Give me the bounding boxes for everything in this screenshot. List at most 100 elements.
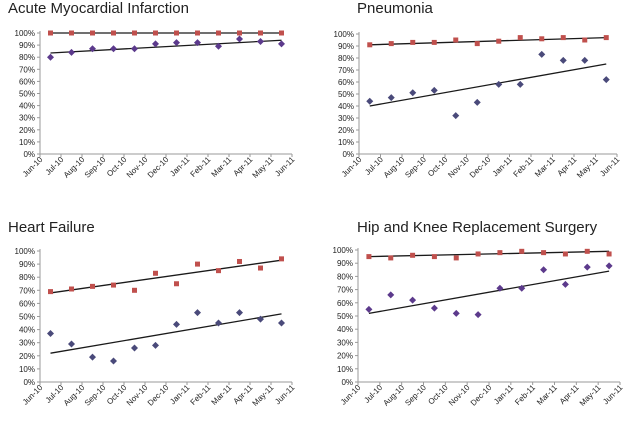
- data-point-diamond: [605, 262, 613, 270]
- data-point-diamond: [278, 319, 285, 327]
- y-tick-label: 90%: [19, 41, 35, 50]
- y-tick-label: 30%: [337, 338, 353, 347]
- y-tick-label: 30%: [338, 114, 354, 123]
- data-point-diamond: [538, 50, 546, 58]
- data-point-diamond: [152, 341, 159, 349]
- y-tick-label: 100%: [333, 246, 353, 255]
- data-point-diamond: [430, 304, 438, 312]
- y-tick-label: 20%: [337, 352, 353, 361]
- data-point-square: [475, 251, 481, 257]
- y-tick-label: 100%: [334, 30, 354, 39]
- data-point-diamond: [496, 284, 504, 292]
- data-point-diamond: [473, 98, 481, 106]
- chart-title: Hip and Knee Replacement Surgery: [357, 219, 598, 236]
- data-point-square: [453, 255, 459, 261]
- y-tick-label: 60%: [338, 78, 354, 87]
- y-tick-label: 0%: [23, 150, 35, 159]
- data-point-square: [258, 30, 263, 36]
- data-point-diamond: [409, 296, 417, 304]
- x-tick-label: May-11: [575, 155, 600, 180]
- data-point-square: [111, 282, 116, 288]
- y-tick-label: 80%: [338, 54, 354, 63]
- chart-panel-1: Acute Myocardial Infarction 0% 10% 20% 30% 40…: [8, 0, 297, 180]
- y-tick-label: 40%: [338, 102, 354, 111]
- trendline: [369, 36, 607, 46]
- x-tick-label: Feb-11: [512, 155, 536, 179]
- data-point-diamond: [215, 42, 222, 50]
- data-point-diamond: [110, 357, 117, 365]
- data-point-diamond: [257, 37, 264, 45]
- data-point-diamond: [602, 76, 610, 84]
- data-point-square: [388, 41, 394, 47]
- y-tick-label: 40%: [19, 102, 35, 111]
- data-point-square: [453, 37, 459, 43]
- x-tick-label: Feb-11: [513, 383, 537, 407]
- x-tick-label: Sep-10: [83, 383, 108, 408]
- data-point-square: [539, 36, 545, 42]
- data-point-square: [111, 30, 116, 36]
- x-tick-label: Jan-11: [492, 383, 516, 407]
- data-point-square: [174, 281, 179, 287]
- x-tick-label: May-11: [251, 383, 276, 408]
- y-tick-label: 10%: [19, 365, 35, 374]
- data-point-diamond: [89, 353, 96, 361]
- y-tick-label: 80%: [19, 53, 35, 62]
- y-tick-label: 20%: [19, 352, 35, 361]
- data-point-diamond: [559, 56, 567, 64]
- data-point-square: [216, 30, 221, 36]
- trendline: [50, 39, 282, 54]
- series-2: [365, 262, 613, 319]
- data-point-diamond: [236, 309, 243, 317]
- data-point-square: [153, 270, 158, 276]
- data-point-square: [410, 252, 416, 258]
- series-1: [48, 256, 284, 295]
- chart-panel-4: Hip and Knee Replacement Surgery 0% 10% 20%…: [333, 219, 625, 408]
- data-point-square: [90, 283, 95, 289]
- y-tick-label: 100%: [15, 29, 35, 38]
- series-1: [366, 248, 612, 261]
- x-tick-label: Mar-11: [210, 383, 234, 407]
- y-tick-label: 0%: [23, 378, 35, 387]
- data-point-diamond: [89, 45, 96, 53]
- data-point-diamond: [173, 320, 180, 328]
- data-point-diamond: [68, 340, 75, 348]
- data-point-square: [216, 268, 221, 274]
- data-point-square: [367, 42, 373, 48]
- y-tick-label: 0%: [342, 150, 354, 159]
- data-point-diamond: [495, 80, 503, 88]
- x-tick-label: May-11: [578, 383, 603, 408]
- y-tick-label: 50%: [19, 90, 35, 99]
- data-point-square: [237, 258, 242, 264]
- data-point-square: [431, 39, 437, 45]
- x-tick-label: Dec-10: [468, 155, 493, 180]
- data-point-diamond: [110, 45, 117, 53]
- trendline: [369, 63, 607, 107]
- data-point-square: [560, 35, 566, 41]
- data-point-diamond: [409, 89, 417, 97]
- x-tick-label: Nov-10: [446, 155, 471, 180]
- x-tick-label: Jan-11: [491, 155, 515, 179]
- data-point-square: [562, 251, 568, 257]
- data-point-diamond: [194, 309, 201, 317]
- x-tick-label: Nov-10: [447, 383, 472, 408]
- y-tick-label: 100%: [15, 247, 35, 256]
- x-tick-label: Mar-11: [535, 383, 559, 407]
- x-tick-label: Dec-10: [469, 383, 494, 408]
- x-tick-label: Sep-10: [83, 155, 108, 180]
- data-point-square: [606, 251, 612, 257]
- data-point-square: [132, 287, 137, 293]
- data-point-square: [69, 30, 74, 36]
- x-tick-label: Jun-11: [273, 155, 297, 179]
- data-point-diamond: [194, 39, 201, 47]
- chart-title: Acute Myocardial Infarction: [8, 0, 189, 17]
- x-tick-label: Jan-11: [168, 383, 192, 407]
- x-tick-label: May-11: [251, 155, 276, 180]
- y-tick-label: 30%: [19, 339, 35, 348]
- data-point-diamond: [131, 45, 138, 53]
- data-point-square: [541, 250, 547, 256]
- y-tick-label: 0%: [341, 378, 353, 387]
- data-point-diamond: [387, 94, 395, 102]
- data-point-square: [48, 30, 53, 36]
- data-point-diamond: [131, 344, 138, 352]
